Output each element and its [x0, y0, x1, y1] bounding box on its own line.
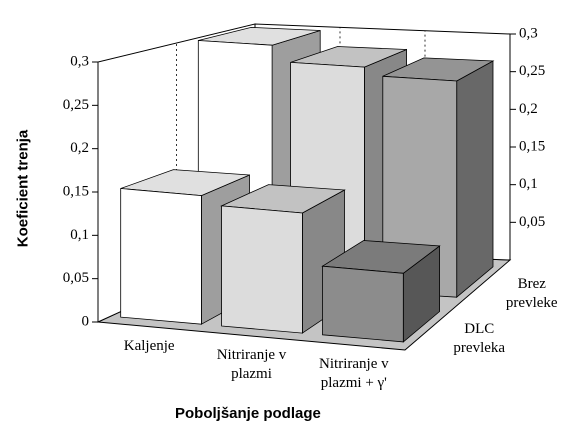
x-tick-label: Nitriranje v plazmi + γ'	[319, 356, 389, 392]
y-tick-label: 0,25	[63, 97, 89, 113]
y-axis-title: Koeficient trenja	[14, 129, 32, 248]
x-axis-title: Poboljšanje podlage	[175, 405, 321, 422]
bar-front	[221, 205, 303, 334]
y2-tick-label: 0,3	[519, 25, 538, 41]
y-tick-label: 0,05	[63, 270, 89, 286]
y-tick-label: 0,2	[70, 140, 89, 156]
y-tick-label: 0	[82, 313, 90, 329]
legend-label: DLC prevleka	[453, 320, 506, 356]
legend-label: Brez prevleke	[505, 275, 558, 311]
y2-tick-label: 0,1	[519, 176, 538, 192]
bar	[382, 57, 495, 299]
y-tick-label: 0,1	[70, 227, 89, 243]
bar-front	[120, 188, 202, 325]
bar-front	[322, 265, 404, 343]
x-tick-label: Nitriranje v plazmi	[216, 347, 287, 382]
y-tick-label: 0,15	[63, 183, 89, 199]
x-tick-label: Kaljenje	[123, 337, 175, 354]
y2-tick-label: 0,15	[519, 138, 545, 154]
y-tick-label: 0,3	[70, 53, 89, 69]
bar	[321, 240, 441, 343]
bar-side	[456, 60, 494, 299]
y2-tick-label: 0,2	[519, 101, 538, 117]
y2-tick-label: 0,05	[519, 214, 545, 230]
y2-tick-label: 0,25	[519, 63, 545, 79]
